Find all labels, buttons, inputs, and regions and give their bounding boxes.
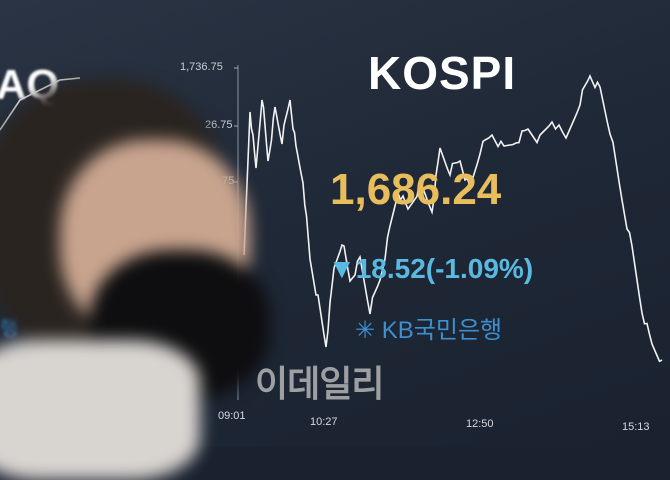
kb-star-icon: ✳ [355,317,376,344]
nasdaq-line-fragment [0,77,81,131]
x-tick-label: 09:01 [218,410,246,422]
change-text: 18.52(-1.09%) [355,253,534,284]
x-tick-label: 12:50 [466,418,494,430]
down-arrow-icon: ▼ [328,253,356,284]
index-line [243,74,663,363]
sponsor-logo: ✳ KB국민은행 [355,317,503,344]
sponsor-name: KB국민은행 [381,317,503,344]
x-tick-label: 15:13 [622,421,650,433]
index-value: 1,686.24 [330,165,502,214]
y-tick-label: 1,736.75 [180,61,223,73]
x-tick-label: 10:27 [310,416,338,428]
index-change: ▼18.52(-1.09%) [328,253,534,285]
y-tick-label: 26.75 [205,119,233,131]
index-title: KOSPI [368,47,517,99]
watermark: 이데일리 [255,363,384,404]
